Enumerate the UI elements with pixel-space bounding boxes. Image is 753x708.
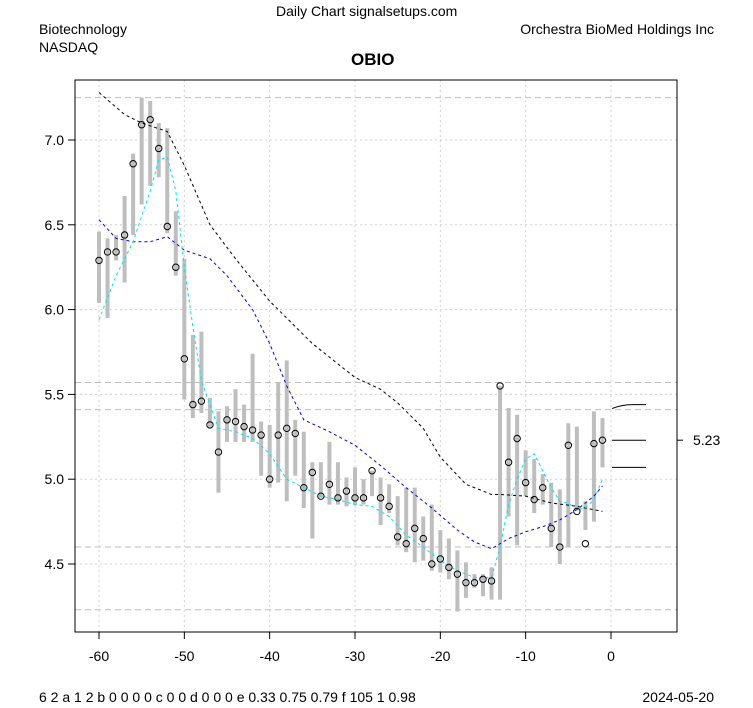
close-point <box>112 248 120 256</box>
x-tick-label: -50 <box>174 648 194 664</box>
close-point <box>120 231 129 239</box>
y-tick-label: 6.0 <box>45 302 65 318</box>
last-price-label: 5.23 <box>693 432 721 448</box>
close-point <box>317 492 325 500</box>
mid-ma-line <box>98 219 603 550</box>
footer-codes: 6 2 a 1 2 b 0 0 0 0 c 0 0 d 0 0 0 e 0.33… <box>39 689 416 705</box>
close-point <box>163 222 171 231</box>
close-point <box>436 555 445 563</box>
close-point <box>95 256 103 265</box>
close-point <box>530 495 538 504</box>
close-point <box>504 458 513 466</box>
close-point <box>470 578 479 587</box>
close-point <box>393 533 402 541</box>
close-point <box>265 475 274 483</box>
plot-frame <box>74 79 678 633</box>
x-tick-label: -30 <box>345 648 365 664</box>
close-point <box>214 448 223 456</box>
y-tick-label: 5.0 <box>45 471 65 487</box>
close-point <box>419 534 427 543</box>
close-point <box>172 263 180 271</box>
projection-line <box>611 404 646 410</box>
close-point <box>325 480 334 488</box>
close-point <box>308 468 317 477</box>
close-point <box>521 478 530 487</box>
close-point <box>231 417 240 426</box>
close-point <box>129 160 137 168</box>
close-point <box>368 467 376 475</box>
close-point <box>240 422 248 431</box>
footer-date: 2024-05-20 <box>642 689 714 705</box>
close-point <box>581 539 590 548</box>
close-point <box>428 560 436 568</box>
close-point <box>590 439 598 448</box>
close-point <box>283 424 291 433</box>
y-tick-label: 7.0 <box>45 132 65 148</box>
close-point <box>223 416 231 424</box>
close-point <box>291 429 299 438</box>
y-tick-label: 5.5 <box>45 386 65 402</box>
short-ma-line <box>98 156 603 579</box>
close-point <box>547 524 555 533</box>
close-point <box>445 563 453 572</box>
close-point <box>453 570 462 578</box>
close-point <box>180 355 189 363</box>
close-point <box>556 543 564 551</box>
close-point <box>539 483 547 492</box>
close-point <box>487 577 496 585</box>
close-point <box>300 483 308 492</box>
chart-title: OBIO <box>351 50 395 69</box>
close-point <box>146 115 154 124</box>
close-point <box>197 397 206 405</box>
close-point <box>479 575 487 583</box>
close-point <box>513 434 521 443</box>
close-point <box>573 507 581 516</box>
close-point <box>462 578 470 587</box>
close-point <box>189 400 197 409</box>
close-point <box>402 539 410 548</box>
sector-label: Biotechnology <box>39 21 127 37</box>
close-point <box>155 144 163 153</box>
x-tick-label: -10 <box>516 648 536 664</box>
site-title: Daily Chart signalsetups.com <box>276 3 458 19</box>
x-tick-label: 0 <box>607 648 615 664</box>
close-point <box>598 436 607 444</box>
exchange-label: NASDAQ <box>39 39 99 55</box>
close-point <box>496 382 504 390</box>
close-point <box>411 524 419 533</box>
close-point <box>359 494 368 502</box>
close-point <box>137 121 146 129</box>
close-point <box>274 431 282 439</box>
close-point <box>385 502 393 511</box>
close-point <box>257 431 265 439</box>
close-point <box>564 441 573 449</box>
y-tick-label: 6.5 <box>45 217 65 233</box>
close-point <box>103 248 112 256</box>
y-tick-label: 4.5 <box>45 556 65 572</box>
close-point <box>376 494 385 502</box>
close-point <box>206 421 214 429</box>
x-tick-label: -40 <box>260 648 280 664</box>
x-tick-label: -60 <box>89 648 109 664</box>
close-point <box>351 494 359 502</box>
close-point <box>248 426 257 434</box>
company-name: Orchestra BioMed Holdings Inc <box>520 21 714 37</box>
close-point <box>334 494 342 502</box>
close-point <box>342 487 351 495</box>
long-ma-line <box>98 92 603 512</box>
x-tick-label: -20 <box>430 648 450 664</box>
